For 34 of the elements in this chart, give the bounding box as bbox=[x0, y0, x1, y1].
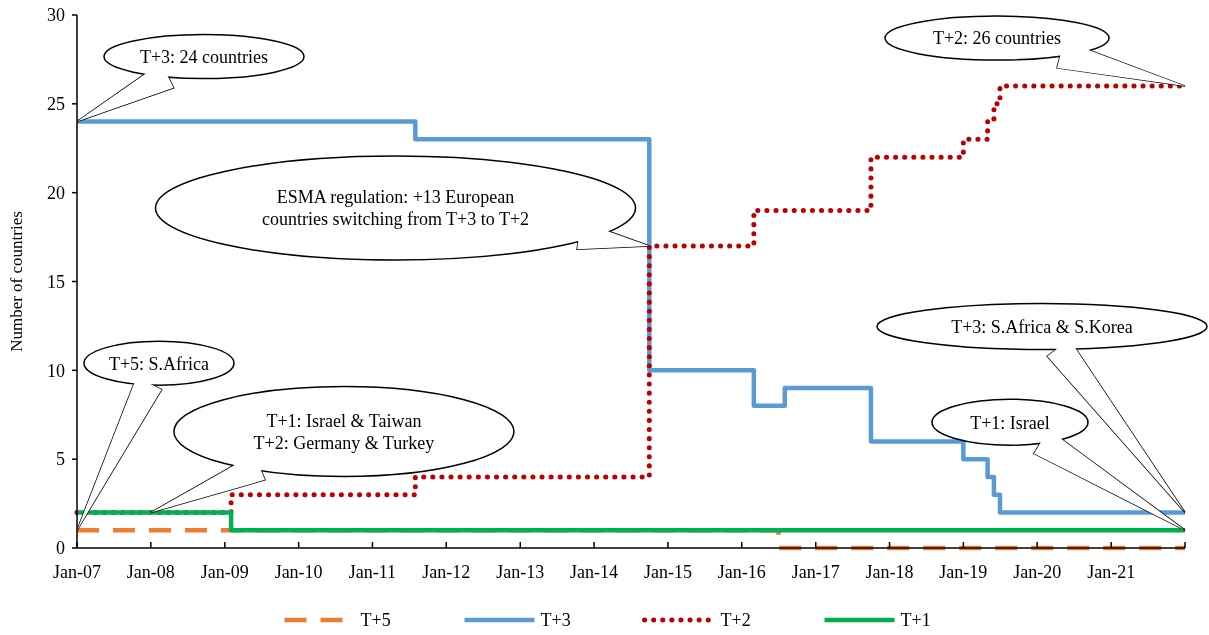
annotation: T+2: 26 countries bbox=[932, 28, 1062, 49]
x-tick-label: Jan-12 bbox=[422, 562, 471, 582]
x-tick-label: Jan-07 bbox=[53, 562, 101, 582]
x-tick-label: Jan-14 bbox=[570, 562, 619, 582]
x-tick-label: Jan-19 bbox=[939, 562, 988, 582]
legend-label: T+2 bbox=[720, 610, 751, 631]
y-tick-label: 20 bbox=[47, 182, 65, 203]
x-tick-label: Jan-10 bbox=[274, 562, 323, 582]
x-tick-label: Jan-17 bbox=[791, 562, 840, 582]
y-tick-label: 30 bbox=[47, 5, 65, 26]
annotation: T+3: S.Africa & S.Korea bbox=[951, 316, 1133, 337]
x-tick-label: Jan-16 bbox=[717, 562, 766, 582]
legend-label: T+1 bbox=[900, 610, 931, 631]
x-tick-label: Jan-11 bbox=[348, 562, 397, 582]
annotation: T+1: Israel bbox=[970, 412, 1050, 433]
x-tick-label: Jan-15 bbox=[643, 562, 692, 582]
annotation: ESMA regulation: +13 European countries switching from T+3 to T+2 bbox=[261, 187, 530, 230]
y-tick-label: 15 bbox=[47, 271, 65, 292]
y-tick-label: 0 bbox=[56, 538, 65, 559]
y-tick-label: 10 bbox=[47, 360, 65, 381]
y-axis-title: Number of countries bbox=[7, 211, 26, 352]
x-tick-label: Jan-18 bbox=[865, 562, 914, 582]
legend-label: T+3 bbox=[540, 610, 571, 631]
annotation: T+1: Israel & Taiwan T+2: Germany & Turkey bbox=[253, 410, 435, 453]
x-tick-label: Jan-08 bbox=[126, 562, 175, 582]
x-tick-label: Jan-20 bbox=[1013, 562, 1062, 582]
legend-label: T+5 bbox=[360, 610, 391, 631]
annotation: T+5: S.Africa bbox=[108, 353, 210, 374]
annotation: T+3: 24 countries bbox=[139, 46, 269, 67]
x-tick-label: Jan-21 bbox=[1087, 562, 1136, 582]
x-tick-label: Jan-13 bbox=[496, 562, 545, 582]
x-tick-label: Jan-09 bbox=[200, 562, 249, 582]
y-tick-label: 25 bbox=[47, 94, 65, 115]
y-tick-label: 5 bbox=[56, 449, 65, 470]
